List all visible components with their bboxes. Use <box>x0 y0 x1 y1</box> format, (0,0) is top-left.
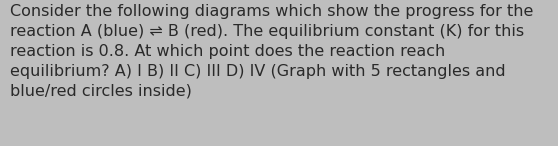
Text: Consider the following diagrams which show the progress for the
reaction A (blue: Consider the following diagrams which sh… <box>10 4 533 99</box>
